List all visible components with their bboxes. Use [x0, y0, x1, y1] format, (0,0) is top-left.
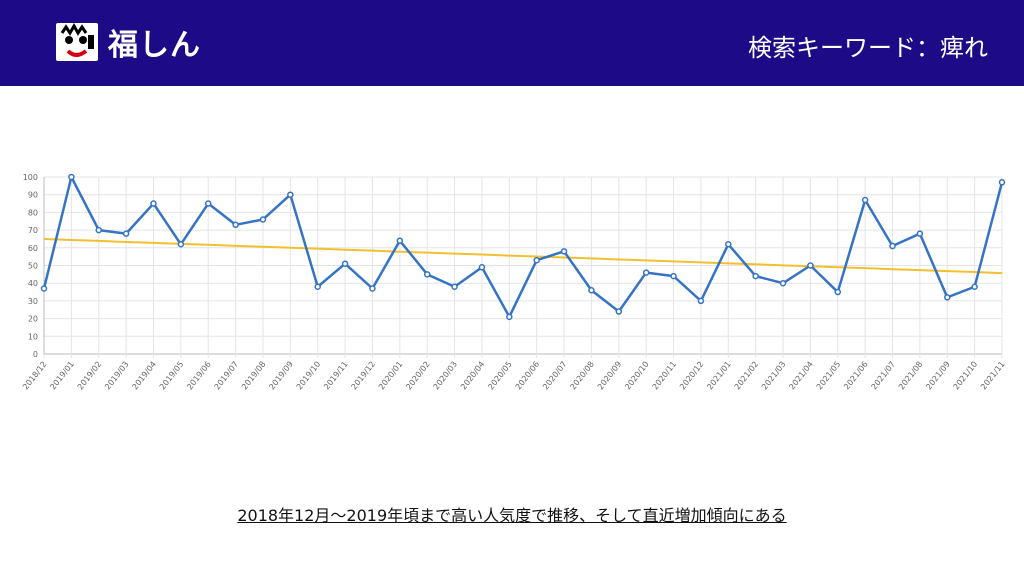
x-tick-label: 2021/09 — [924, 360, 952, 392]
x-tick-label: 2021/07 — [870, 360, 898, 392]
data-point — [232, 221, 239, 229]
x-tick-label: 2019/06 — [185, 360, 213, 392]
x-tick-label: 2019/12 — [349, 360, 377, 392]
x-tick-label: 2020/07 — [541, 360, 569, 392]
x-tick-label: 2019/01 — [48, 360, 76, 392]
data-point — [834, 288, 842, 296]
x-tick-label: 2020/02 — [404, 360, 432, 392]
data-point — [369, 285, 376, 292]
data-point — [68, 173, 75, 181]
header-bar: 福しん 検索キーワード：痺れ — [0, 0, 1024, 86]
data-point — [889, 242, 896, 250]
x-tick-label: 2021/05 — [815, 360, 843, 392]
data-point — [259, 216, 267, 223]
x-tick-label: 2021/08 — [897, 360, 925, 392]
data-point — [971, 283, 978, 290]
y-tick-label: 100 — [23, 173, 38, 182]
line-chart: 0 10 20 30 40 50 60 70 80 90 100 2018/12 2019/01 2019… — [0, 160, 1024, 420]
data-point — [861, 196, 869, 204]
x-tick-label: 2021/03 — [760, 360, 788, 392]
data-point — [314, 283, 321, 290]
data-point — [615, 308, 623, 315]
data-point — [916, 230, 924, 237]
series-line — [42, 175, 1004, 319]
page-title: 検索キーワード：痺れ — [748, 34, 988, 62]
x-tick-label: 2019/07 — [213, 360, 241, 392]
data-point — [670, 272, 677, 280]
brand-logo[interactable]: 福しん — [56, 22, 201, 63]
x-tick-label: 2021/02 — [733, 360, 761, 392]
data-point — [752, 272, 759, 280]
data-point — [779, 279, 787, 287]
y-tick-label: 70 — [28, 226, 38, 235]
x-tick-label: 2019/04 — [131, 360, 159, 392]
y-tick-label: 40 — [28, 279, 38, 288]
x-tick-label: 2019/08 — [240, 360, 268, 392]
data-point — [697, 297, 705, 305]
data-point — [478, 264, 486, 271]
x-tick-label: 2020/12 — [678, 360, 706, 392]
x-tick-label: 2018/12 — [21, 360, 49, 392]
data-point — [506, 313, 513, 321]
y-tick-label: 20 — [28, 315, 38, 324]
x-tick-label: 2019/02 — [76, 360, 104, 392]
x-tick-label: 2020/04 — [459, 360, 487, 392]
x-tick-label: 2021/06 — [842, 360, 870, 392]
data-point — [177, 241, 185, 248]
data-point — [807, 262, 814, 269]
x-tick-label: 2020/08 — [568, 360, 596, 392]
data-point — [451, 283, 458, 290]
data-point — [341, 260, 349, 267]
y-tick-label: 10 — [28, 332, 38, 341]
x-tick-label: 2021/10 — [952, 360, 980, 392]
y-tick-label: 80 — [28, 208, 38, 217]
summary-caption: 2018年12月〜2019年頃まで高い人気度で推移、そして直近増加傾向にある — [237, 506, 787, 525]
x-tick-label: 2019/03 — [103, 360, 131, 392]
data-point — [560, 248, 568, 255]
x-tick-label: 2021/01 — [705, 360, 733, 392]
data-point — [287, 191, 294, 198]
y-tick-label: 30 — [28, 297, 38, 306]
brand-logo-text: 福しん — [108, 28, 201, 63]
data-point — [122, 230, 130, 237]
face-logo-icon — [56, 23, 98, 61]
data-point — [588, 287, 595, 294]
x-tick-label: 2019/10 — [295, 360, 323, 392]
data-point — [396, 237, 404, 244]
x-tick-label: 2019/05 — [158, 360, 186, 392]
data-point — [204, 200, 212, 207]
data-point — [40, 285, 48, 292]
data-point — [642, 269, 650, 276]
x-tick-label: 2020/01 — [377, 360, 405, 392]
x-tick-label: 2020/10 — [623, 360, 651, 392]
x-tick-label: 2020/11 — [651, 360, 679, 392]
x-tick-label: 2020/03 — [432, 360, 460, 392]
trend-line — [43, 237, 1003, 275]
y-tick-label: 0 — [33, 350, 38, 359]
data-point — [95, 226, 102, 234]
x-tick-label: 2021/11 — [979, 360, 1007, 392]
data-point — [944, 294, 951, 301]
data-point — [998, 179, 1006, 186]
y-tick-label: 90 — [28, 191, 38, 200]
x-tick-label: 2020/09 — [596, 360, 624, 392]
data-point — [725, 241, 732, 248]
x-tick-label: 2019/09 — [267, 360, 295, 392]
data-point — [150, 200, 157, 207]
y-tick-label: 50 — [28, 262, 38, 271]
x-tick-label: 2019/11 — [322, 360, 350, 392]
data-point — [423, 271, 431, 278]
x-tick-label: 2020/05 — [486, 360, 514, 392]
x-tick-label: 2020/06 — [514, 360, 542, 392]
data-point — [533, 256, 540, 264]
y-tick-label: 60 — [28, 244, 38, 253]
x-tick-label: 2021/04 — [787, 360, 815, 392]
